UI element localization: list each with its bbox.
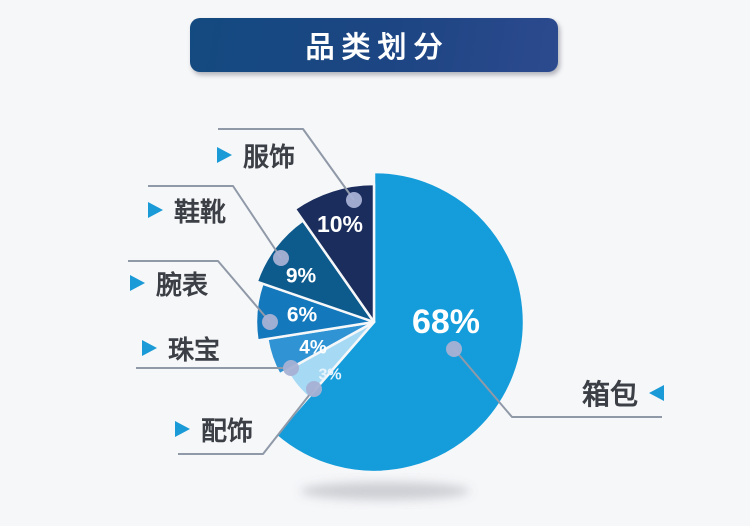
percent-label-bags: 68% xyxy=(412,303,480,341)
callout-watches: 腕表 xyxy=(130,268,208,300)
percent-label-footwear: 9% xyxy=(286,265,317,288)
right-triangle-icon xyxy=(142,340,157,356)
percent-label-watches: 6% xyxy=(287,304,318,327)
callout-text-watches: 腕表 xyxy=(156,269,209,300)
callout-text-footwear: 鞋靴 xyxy=(174,196,227,227)
leader-line-footwear xyxy=(148,185,282,259)
callout-jewelry: 珠宝 xyxy=(142,333,220,365)
callout-footwear: 鞋靴 xyxy=(148,195,226,227)
anchor-dot-watches xyxy=(262,314,278,330)
percent-label-accessories: 3% xyxy=(318,367,341,384)
leader-line-bags xyxy=(453,348,662,418)
anchor-dot-jewelry xyxy=(283,360,299,376)
left-triangle-icon xyxy=(649,385,665,401)
leader-line-watches xyxy=(128,260,271,323)
pie-ground-shadow xyxy=(300,482,470,500)
right-triangle-icon xyxy=(130,275,145,291)
callout-accessories: 配饰 xyxy=(175,414,253,446)
callout-text-jewelry: 珠宝 xyxy=(168,334,221,365)
callout-apparel: 服饰 xyxy=(217,140,295,172)
callout-bags: 箱包 xyxy=(582,378,665,410)
pie-slice-apparel xyxy=(293,182,376,324)
percent-label-apparel: 10% xyxy=(317,211,363,237)
leader-line-apparel xyxy=(218,128,355,201)
pie-slice-bags xyxy=(274,170,526,474)
anchor-dot-bags xyxy=(446,341,462,357)
percent-label-jewelry: 4% xyxy=(299,338,327,359)
right-triangle-icon xyxy=(148,202,163,218)
chart-title-banner: 品类划分 xyxy=(190,18,558,72)
chart-title: 品类划分 xyxy=(305,32,450,64)
right-triangle-icon xyxy=(175,421,190,437)
anchor-dot-footwear xyxy=(273,250,289,266)
anchor-dot-apparel xyxy=(346,192,362,208)
right-triangle-icon xyxy=(217,147,232,163)
callout-text-accessories: 配饰 xyxy=(201,415,254,446)
leader-line-accessories xyxy=(178,388,315,455)
callout-text-bags: 箱包 xyxy=(582,379,639,410)
callout-text-apparel: 服饰 xyxy=(243,141,296,172)
anchor-dot-accessories xyxy=(306,381,322,397)
